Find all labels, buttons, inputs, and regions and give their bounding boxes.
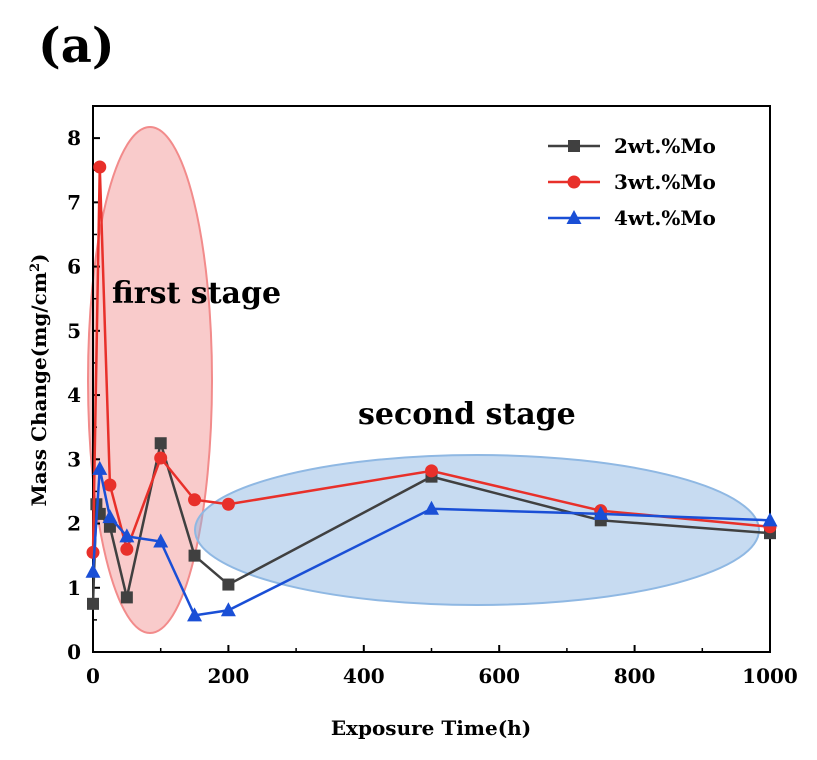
- y-tick-label: 2: [67, 512, 81, 536]
- x-axis-title: Exposure Time(h): [331, 716, 531, 740]
- series-line: [91, 468, 771, 617]
- data-point-square: [103, 520, 116, 533]
- legend-item: 4wt.%Mo: [548, 206, 716, 230]
- data-point-triangle: [566, 210, 582, 224]
- legend-label: 4wt.%Mo: [614, 206, 716, 230]
- legend-label: 3wt.%Mo: [614, 170, 716, 194]
- data-point-square: [154, 437, 167, 450]
- data-point-circle: [188, 493, 202, 507]
- y-axis-ticks: 0 1 2 3 4 5 6 7 8: [67, 105, 100, 664]
- first-stage-label: first stage: [112, 276, 281, 311]
- series-layer: [85, 160, 778, 622]
- x-tick-label: 600: [478, 664, 520, 688]
- y-tick-label: 4: [67, 383, 81, 407]
- data-point-triangle: [102, 509, 118, 524]
- data-point-circle: [221, 497, 235, 511]
- y-tick-label: 1: [67, 576, 81, 600]
- data-point-square: [120, 591, 133, 604]
- second-stage-label: second stage: [358, 397, 576, 432]
- data-point-circle: [425, 464, 438, 478]
- legend: 2wt.%Mo 3wt.%Mo 4wt.%Mo: [548, 134, 716, 230]
- data-point-square: [222, 578, 235, 591]
- x-axis-ticks: 0 200 400 600 800 1000: [86, 645, 798, 688]
- panel-label: (a): [38, 18, 115, 74]
- x-tick-label: 800: [614, 664, 656, 688]
- data-point-triangle: [153, 533, 169, 548]
- y-tick-label: 6: [67, 255, 81, 279]
- data-point-circle: [86, 545, 100, 559]
- y-axis-title-close: ): [27, 253, 51, 262]
- data-point-circle: [103, 478, 117, 492]
- annotations: first stage second stage: [112, 276, 576, 432]
- x-tick-label: 200: [208, 664, 250, 688]
- y-axis-title-superscript: 2: [28, 263, 43, 272]
- data-point-triangle: [762, 512, 778, 527]
- second-stage-ellipse: [194, 454, 760, 606]
- series-3wt.%Mo: [86, 160, 777, 559]
- y-tick-label: 3: [67, 447, 81, 471]
- y-tick-label: 7: [67, 190, 81, 214]
- series-4wt.%Mo: [85, 460, 778, 622]
- data-point-circle: [120, 542, 134, 556]
- data-point-triangle: [187, 607, 203, 622]
- legend-label: 2wt.%Mo: [614, 134, 716, 158]
- legend-item: 2wt.%Mo: [548, 134, 716, 158]
- series-line: [91, 166, 771, 554]
- data-point-triangle: [119, 528, 135, 543]
- data-point-triangle: [593, 505, 609, 520]
- data-point-square: [568, 140, 580, 152]
- y-axis-title-main: Mass Change(mg/cm: [27, 272, 51, 507]
- data-point-triangle: [424, 500, 439, 515]
- data-point-circle: [154, 451, 168, 465]
- data-point-square: [87, 597, 99, 610]
- y-axis-title: Mass Change(mg/cm2): [27, 253, 51, 506]
- data-point-square: [188, 549, 201, 562]
- legend-item: 3wt.%Mo: [548, 170, 716, 194]
- data-point-circle: [567, 175, 581, 189]
- x-tick-label: 400: [343, 664, 385, 688]
- y-tick-label: 5: [67, 319, 81, 343]
- data-point-triangle: [85, 563, 101, 578]
- data-point-triangle: [220, 602, 236, 617]
- x-tick-label: 0: [86, 664, 100, 688]
- data-point-circle: [93, 160, 107, 174]
- y-tick-label: 8: [67, 126, 81, 150]
- y-tick-label: 0: [67, 640, 81, 664]
- data-point-triangle: [92, 460, 108, 475]
- x-tick-label: 1000: [742, 664, 798, 688]
